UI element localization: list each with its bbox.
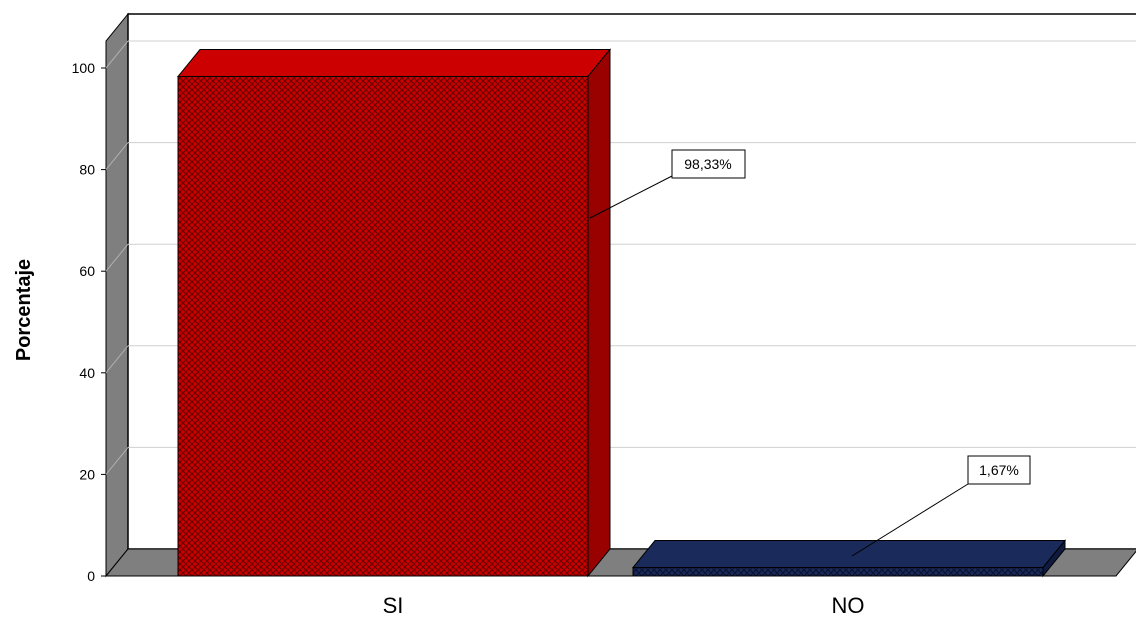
data-label-box — [967, 455, 1031, 485]
bar-side-face — [587, 48, 611, 578]
gridline-side — [105, 345, 129, 374]
bar-front-face — [177, 75, 589, 577]
y-tick-label: 80 — [79, 162, 95, 178]
y-tick-label: 60 — [79, 263, 95, 279]
y-axis-title: Porcentaje — [13, 259, 35, 361]
y-tick-label: 40 — [79, 365, 95, 381]
y-axis-ticks: 0 20 40 60 80 100 — [72, 60, 106, 584]
gridline-side — [105, 243, 129, 272]
data-label-leaders: 98,33% 1,67% — [589, 149, 1031, 557]
leader-line — [589, 175, 673, 219]
bar-top-face — [176, 48, 612, 77]
x-category-label: NO — [832, 593, 865, 618]
data-label: 1,67% — [979, 462, 1019, 478]
bar-front-face — [632, 567, 1044, 577]
bar-no — [631, 539, 1067, 578]
gridline-side — [105, 142, 129, 170]
gridline-side — [105, 447, 129, 475]
x-category-label: SI — [383, 593, 404, 618]
category-labels: SI NO — [383, 593, 865, 618]
y-tick-label: 0 — [87, 568, 95, 584]
gridline-side — [105, 40, 129, 69]
bar-si — [176, 48, 612, 578]
y-tick-label: 20 — [79, 466, 95, 482]
y-tick-label: 100 — [72, 60, 96, 76]
data-label-box — [671, 149, 746, 179]
bars — [176, 48, 1067, 578]
data-label: 98,33% — [684, 156, 731, 172]
leader-line — [851, 483, 969, 557]
bar-top-face — [631, 540, 1067, 569]
left-wall — [105, 12, 129, 578]
